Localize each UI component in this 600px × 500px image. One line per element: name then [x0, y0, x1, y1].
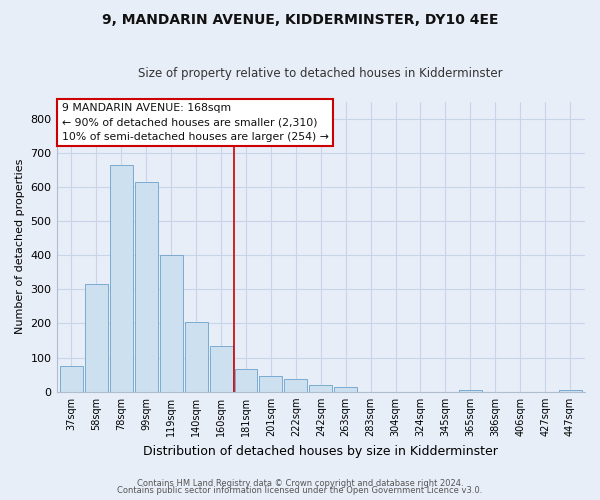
Text: Contains public sector information licensed under the Open Government Licence v3: Contains public sector information licen… [118, 486, 482, 495]
Bar [559, 390, 581, 392]
Y-axis label: Number of detached properties: Number of detached properties [15, 159, 25, 334]
Bar [459, 390, 482, 392]
Bar [284, 379, 307, 392]
Bar [235, 368, 257, 392]
Text: Contains HM Land Registry data © Crown copyright and database right 2024.: Contains HM Land Registry data © Crown c… [137, 478, 463, 488]
Bar [135, 182, 158, 392]
Bar [60, 366, 83, 392]
Text: 9 MANDARIN AVENUE: 168sqm
← 90% of detached houses are smaller (2,310)
10% of se: 9 MANDARIN AVENUE: 168sqm ← 90% of detac… [62, 103, 329, 142]
Bar [110, 164, 133, 392]
Bar [259, 376, 283, 392]
Bar [209, 346, 233, 392]
Bar [185, 322, 208, 392]
X-axis label: Distribution of detached houses by size in Kidderminster: Distribution of detached houses by size … [143, 444, 498, 458]
Title: Size of property relative to detached houses in Kidderminster: Size of property relative to detached ho… [139, 66, 503, 80]
Bar [334, 386, 357, 392]
Bar [85, 284, 108, 392]
Bar [160, 255, 182, 392]
Text: 9, MANDARIN AVENUE, KIDDERMINSTER, DY10 4EE: 9, MANDARIN AVENUE, KIDDERMINSTER, DY10 … [102, 12, 498, 26]
Bar [310, 385, 332, 392]
